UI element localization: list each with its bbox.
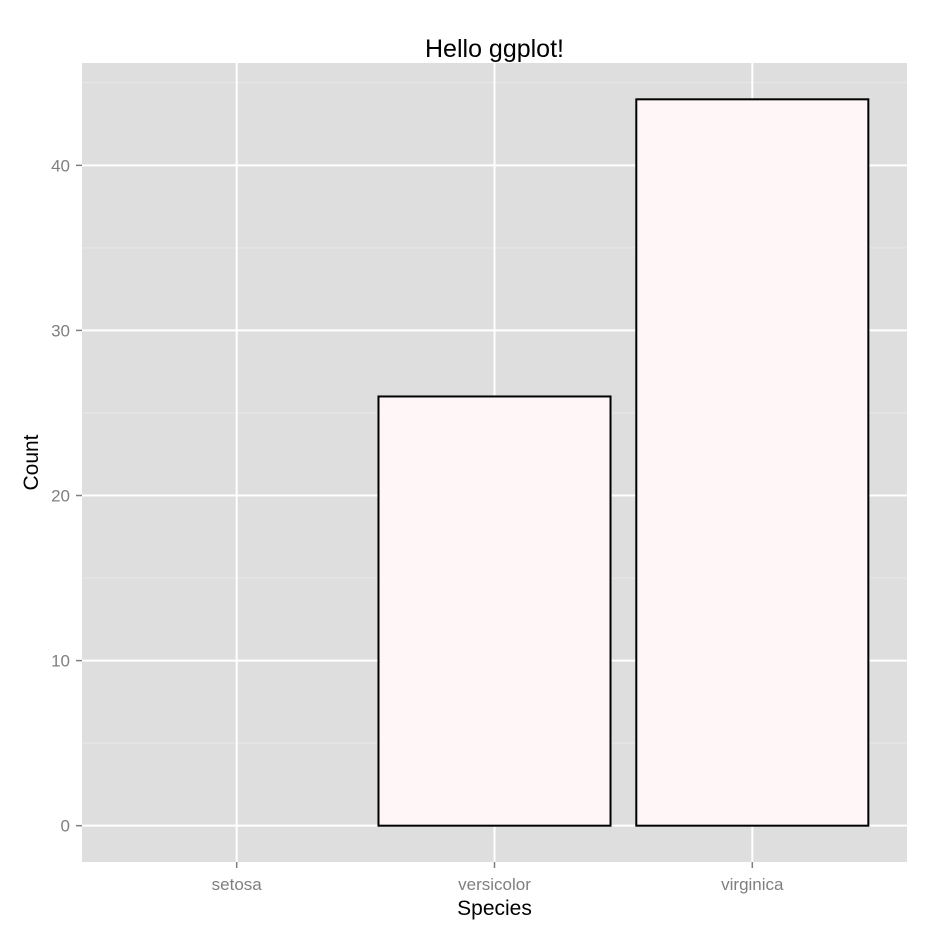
y-tick-label: 10 [51,652,70,671]
y-tick-label: 0 [61,817,70,836]
bar-virginica [635,98,870,827]
x-axis-label: Species [457,897,532,920]
bar-versicolor [377,395,612,827]
chart-title: Hello ggplot! [425,35,564,63]
bars-layer [377,98,870,827]
y-tick-label: 20 [51,487,70,506]
x-tick-label: setosa [212,875,263,894]
axes-layer: 0 10 20 30 40 setosa versicolor virginica [51,156,784,894]
x-tick-label: versicolor [458,875,531,894]
y-tick-label: 30 [51,321,70,340]
y-axis-label: Count [20,434,43,490]
y-tick-label: 40 [51,156,70,175]
x-tick-label: virginica [721,875,784,894]
